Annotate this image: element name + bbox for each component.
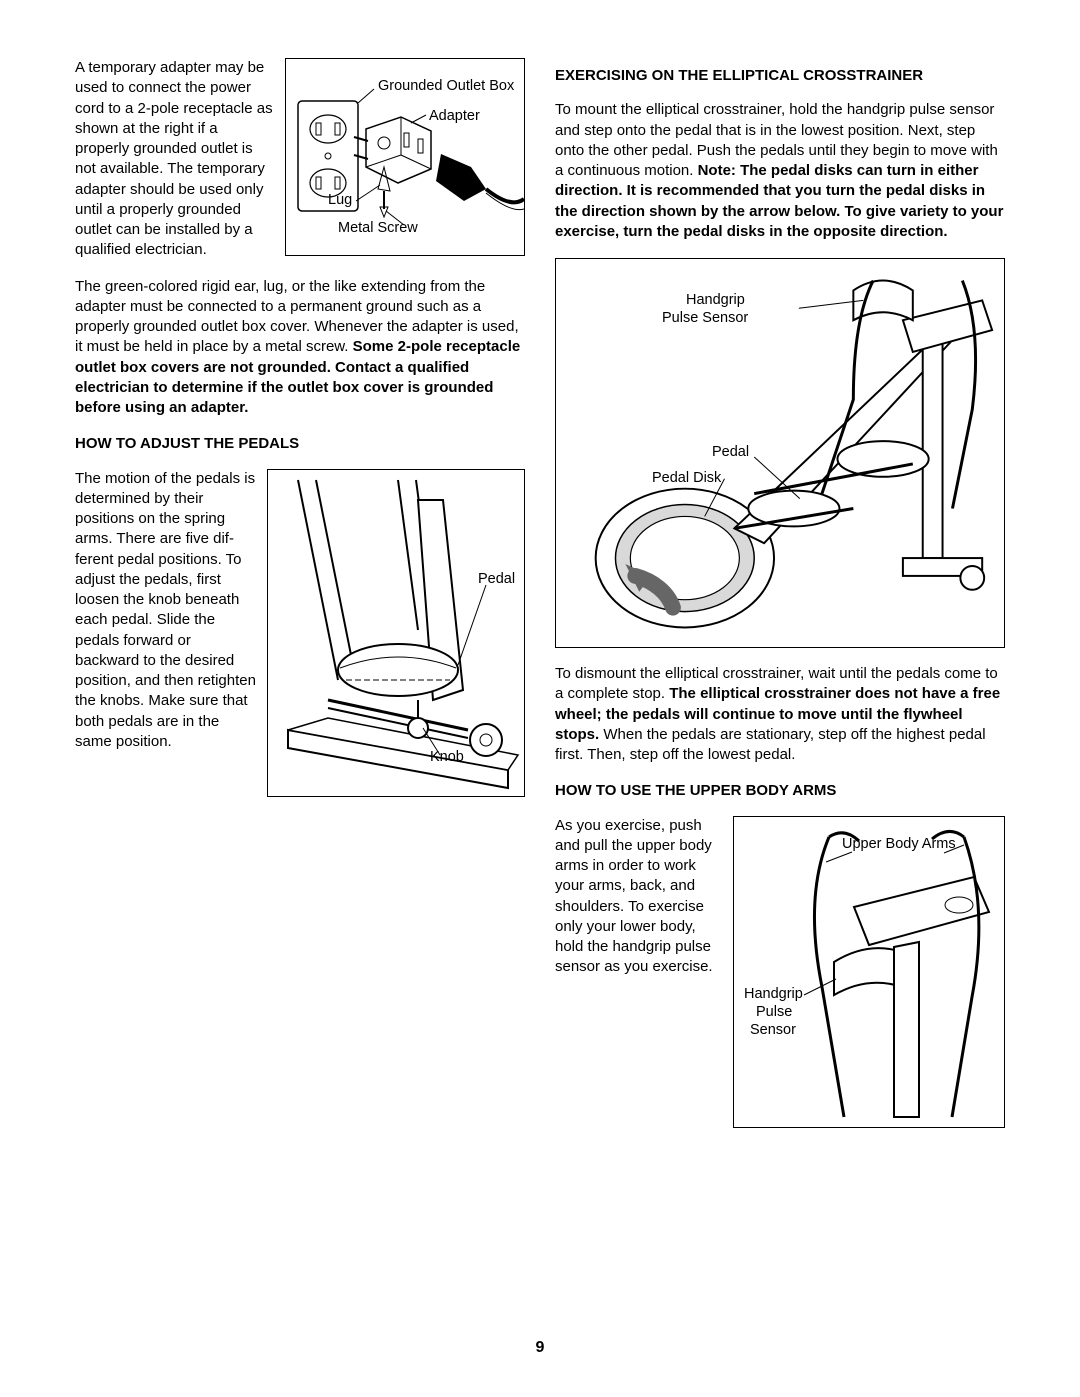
label-lug: Lug	[328, 191, 352, 211]
label-pulse-sensor: Pulse Sensor	[662, 309, 748, 329]
left-column: Grounded Outlet Box Adapter Lug Metal Sc…	[75, 58, 525, 1128]
figure-pedal: Pedal Knob	[267, 469, 525, 797]
heading-exercising: EXERCISING ON THE ELLIPTICAL CROSSTRAINE…	[555, 66, 1005, 86]
label-upper-body-arms: Upper Body Arms	[842, 835, 956, 855]
figure-elliptical: Handgrip Pulse Sensor Pedal Pedal Disk	[555, 258, 1005, 648]
heading-upper-body: HOW TO USE THE UPPER BODY ARMS	[555, 781, 1005, 801]
heading-adjust-pedals: HOW TO ADJUST THE PEDALS	[75, 434, 525, 454]
label-sensor-arms: Sensor	[750, 1021, 796, 1041]
figure-outlet: Grounded Outlet Box Adapter Lug Metal Sc…	[285, 58, 525, 256]
label-pedal-disk: Pedal Disk	[652, 469, 721, 489]
figure-upper-body-arms: Upper Body Arms Handgrip Pulse Sensor	[733, 816, 1005, 1128]
label-handgrip-arms: Handgrip	[744, 985, 803, 1005]
label-pedal: Pedal	[478, 570, 515, 590]
para-adapter-warning: The green-colored rigid ear, lug, or the…	[75, 277, 525, 419]
page-number: 9	[0, 1337, 1080, 1359]
right-column: EXERCISING ON THE ELLIPTICAL CROSSTRAINE…	[555, 58, 1005, 1128]
para-mount: To mount the elliptical crosstrainer, ho…	[555, 100, 1005, 242]
label-metal-screw: Metal Screw	[338, 219, 418, 239]
label-adapter: Adapter	[429, 107, 480, 127]
label-pulse-arms: Pulse	[756, 1003, 792, 1023]
label-grounded-outlet-box: Grounded Outlet Box	[378, 77, 514, 97]
label-knob: Knob	[430, 748, 464, 768]
para-dismount: To dismount the elliptical crosstrainer,…	[555, 664, 1005, 765]
label-pedal-ell: Pedal	[712, 443, 749, 463]
label-handgrip: Handgrip	[686, 291, 745, 311]
